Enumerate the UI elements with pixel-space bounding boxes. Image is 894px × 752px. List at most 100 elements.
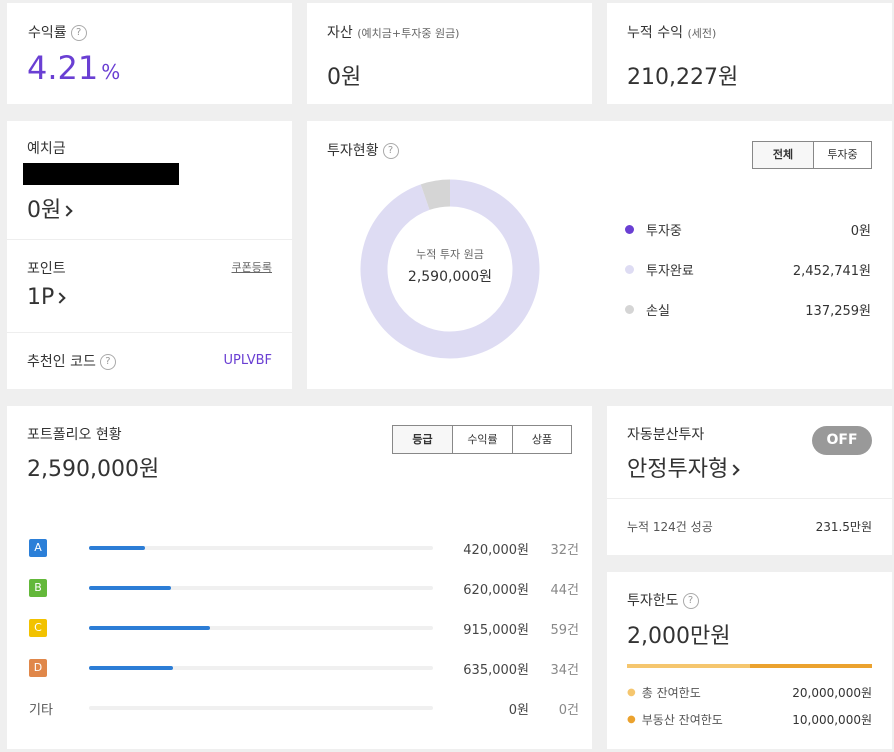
portfolio-card: 포트폴리오 현황 2,590,000원 등급 수익률 상품 A 420,000원…: [7, 406, 592, 749]
tab-yield[interactable]: 수익률: [452, 426, 512, 453]
grade-badge: B: [29, 579, 47, 597]
grade-other-label: 기타: [29, 702, 53, 718]
assets-card: 자산 (예치금+투자중 원금) 0원: [307, 3, 592, 104]
point-label: 포인트: [27, 261, 66, 277]
grade-badge: C: [29, 619, 47, 637]
limit-card: 투자한도? 2,000만원 ● 총 잔여한도 20,000,000원 ● 부동산…: [607, 572, 892, 749]
legend-dot: [625, 305, 634, 314]
grade-amount: 620,000원: [463, 582, 529, 598]
legend-value: 2,452,741원: [792, 264, 871, 279]
limit-row-value: 10,000,000원: [792, 713, 872, 727]
portfolio-tabs: 등급 수익률 상품: [392, 425, 572, 454]
grade-amount: 0원: [508, 702, 529, 718]
auto-toggle[interactable]: OFF: [812, 426, 872, 455]
investment-title: 투자현황: [327, 143, 379, 159]
tab-all[interactable]: 전체: [753, 142, 813, 168]
donut-chart: [360, 179, 540, 359]
grade-amount: 915,000원: [463, 622, 529, 638]
grade-bar-track: [89, 546, 433, 550]
limit-bar: [627, 664, 872, 668]
portfolio-title: 포트폴리오 현황: [27, 427, 122, 443]
legend-name: 손실: [646, 304, 670, 319]
grade-bar-track: [89, 706, 433, 710]
limit-title: 투자한도: [627, 593, 679, 609]
divider: [607, 498, 892, 499]
grade-badge: A: [29, 539, 47, 557]
help-icon[interactable]: ?: [682, 593, 699, 609]
tab-grade[interactable]: 등급: [393, 426, 452, 453]
grade-count: 34건: [550, 662, 579, 678]
limit-row-value: 20,000,000원: [792, 686, 872, 700]
legend-dot: [625, 265, 634, 274]
legend-value: 137,259원: [805, 304, 871, 319]
auto-type: 안정투자형: [627, 457, 729, 482]
auto-footer-value: 231.5만원: [815, 520, 872, 534]
donut-slice: [360, 179, 540, 359]
point-link[interactable]: 1P: [27, 285, 66, 310]
grade-row-other: 기타 0원 0건: [29, 696, 579, 720]
donut-center-label: 누적 투자 원금: [416, 248, 484, 261]
limit-value: 2,000만원: [627, 624, 731, 649]
cumulative-card: 누적 수익 (세전) 210,227원: [607, 3, 892, 104]
legend-item: 투자중 0원: [625, 220, 871, 239]
donut-center-value: 2,590,000원: [407, 269, 493, 285]
yield-value: 4.21: [27, 49, 99, 87]
divider: [7, 332, 292, 333]
chevron-right-icon: [728, 464, 740, 476]
divider: [7, 239, 292, 240]
legend-dot: [625, 225, 634, 234]
assets-label: 자산: [327, 25, 353, 41]
cumulative-label: 누적 수익: [627, 25, 683, 41]
cumulative-sub: (세전): [687, 27, 717, 40]
yield-card: 수익률? 4.21%: [7, 3, 292, 104]
deposit-link[interactable]: 0원: [27, 192, 73, 224]
legend-name: 투자완료: [646, 264, 694, 279]
grade-row: A 420,000원 32건: [29, 536, 579, 560]
tab-product[interactable]: 상품: [512, 426, 571, 453]
cumulative-value: 210,227원: [627, 65, 739, 90]
yield-label: 수익률: [28, 25, 67, 41]
deposit-label: 예치금: [27, 141, 66, 157]
help-icon[interactable]: ?: [99, 354, 116, 370]
legend-name: 투자중: [646, 224, 682, 239]
investment-tabs: 전체 투자중: [752, 141, 872, 169]
grade-bar: [89, 586, 172, 590]
auto-title: 자동분산투자: [627, 427, 705, 443]
chevron-right-icon: [61, 205, 73, 217]
legend-item: 손실 137,259원: [625, 300, 871, 319]
grade-amount: 420,000원: [463, 542, 529, 558]
grade-bar-track: [89, 626, 433, 630]
grade-badge: D: [29, 659, 47, 677]
limit-bar-realestate: [749, 664, 872, 668]
grade-count: 32건: [550, 542, 579, 558]
grade-bar-track: [89, 586, 433, 590]
grade-bar-track: [89, 666, 433, 670]
assets-value: 0원: [327, 65, 362, 90]
auto-type-link[interactable]: 안정투자형: [627, 451, 740, 483]
account-card: 예치금 0원 포인트 쿠폰등록 1P 추천인 코드? UPLVBF: [7, 121, 292, 389]
limit-label: 부동산 잔여한도: [641, 713, 723, 727]
referral-label: 추천인 코드: [27, 354, 96, 370]
tab-investing[interactable]: 투자중: [813, 142, 871, 168]
grade-row: C 915,000원 59건: [29, 616, 579, 640]
grade-row: D 635,000원 34건: [29, 656, 579, 680]
grade-count: 44건: [550, 582, 579, 598]
chevron-right-icon: [54, 292, 66, 304]
assets-sub: (예치금+투자중 원금): [357, 27, 460, 40]
legend-value: 0원: [850, 224, 871, 239]
grade-amount: 635,000원: [463, 662, 529, 678]
grade-bar: [89, 666, 174, 670]
coupon-link[interactable]: 쿠폰등록: [231, 261, 272, 274]
portfolio-total: 2,590,000원: [27, 457, 160, 482]
referral-code: UPLVBF: [223, 353, 272, 368]
auto-footer-label: 누적 124건 성공: [627, 520, 713, 534]
redacted-block: [23, 163, 179, 185]
deposit-value: 0원: [27, 198, 62, 223]
grade-bar: [89, 626, 211, 630]
help-icon[interactable]: ?: [382, 143, 399, 159]
limit-bar-total: [627, 664, 750, 668]
donut-slice: [420, 179, 451, 211]
investment-card: 투자현황? 전체 투자중 누적 투자 원금 2,590,000원 투자중 0원 …: [307, 121, 892, 389]
limit-label: 총 잔여한도: [641, 686, 701, 700]
help-icon[interactable]: ?: [70, 25, 87, 41]
